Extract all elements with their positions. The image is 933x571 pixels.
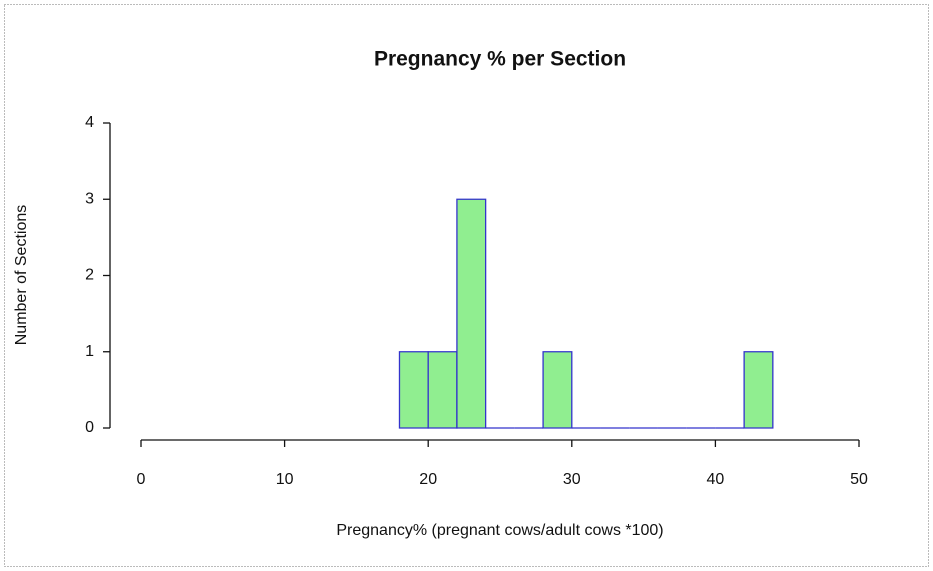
x-tick-label: 10 (276, 471, 294, 488)
x-tick-label: 0 (137, 471, 146, 488)
y-tick-label: 4 (85, 114, 94, 131)
chart-title: Pregnancy % per Section (374, 48, 626, 71)
y-axis-label: Number of Sections (13, 205, 30, 346)
bar (456, 198, 487, 429)
y-tick-label: 3 (85, 190, 94, 207)
y-tick-label: 0 (85, 419, 94, 436)
y-tick-label: 1 (85, 343, 94, 360)
bar (743, 351, 774, 429)
x-tick-label: 40 (707, 471, 725, 488)
x-tick-label: 50 (850, 471, 868, 488)
x-tick-label: 20 (419, 471, 437, 488)
bar (398, 351, 429, 429)
bar (542, 351, 573, 429)
bar (427, 351, 458, 429)
frame (4, 4, 929, 567)
x-axis-label: Pregnancy% (pregnant cows/adult cows *10… (336, 522, 663, 539)
x-tick-label: 30 (563, 471, 581, 488)
y-tick-label: 2 (85, 267, 94, 284)
